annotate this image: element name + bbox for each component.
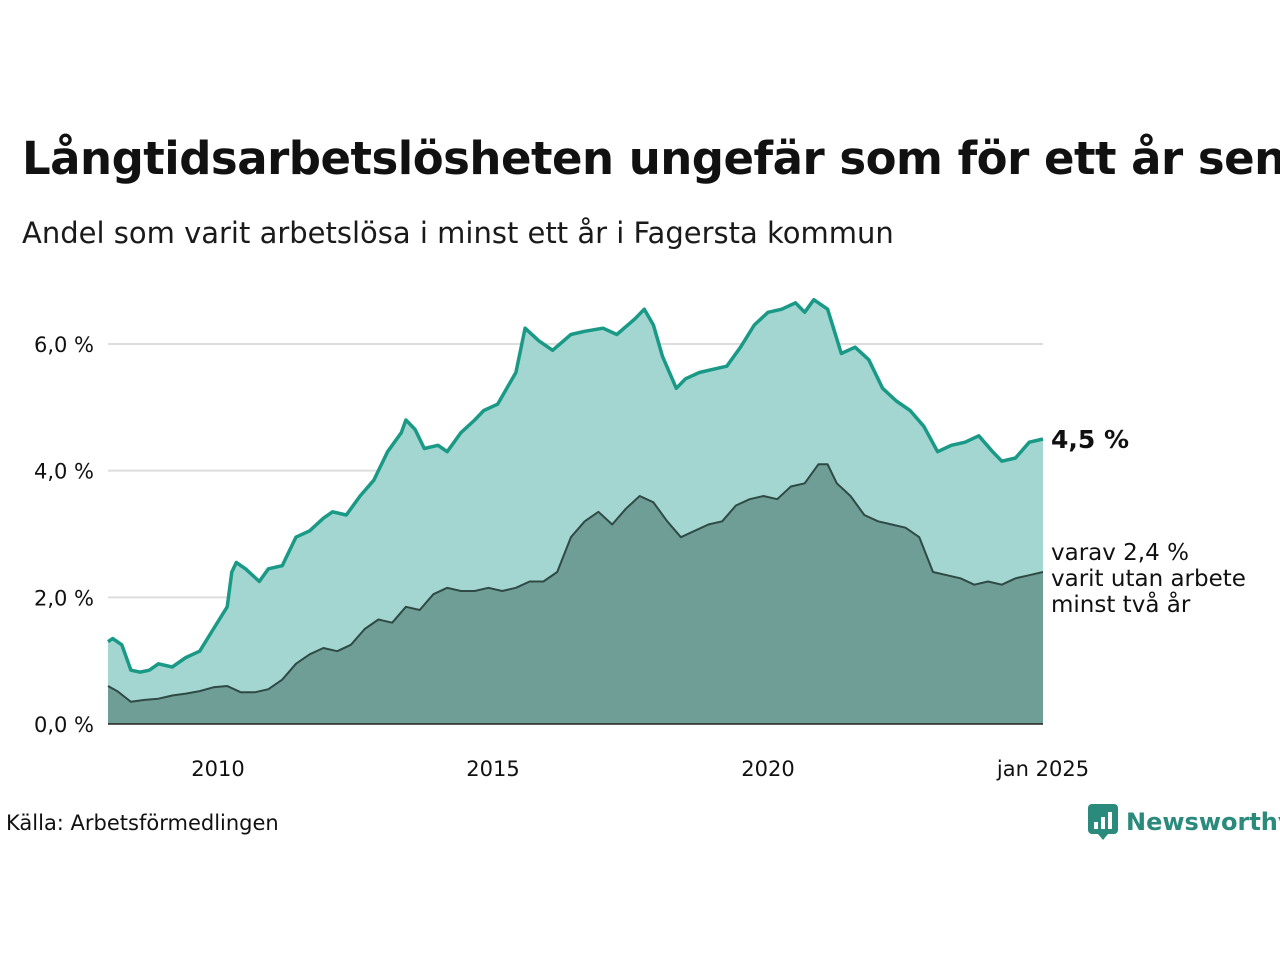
brand[interactable]: Newsworthy: [1088, 804, 1280, 840]
series-area: [108, 464, 1043, 724]
brand-name: Newsworthy: [1126, 808, 1280, 836]
y-tick-label: 4,0 %: [34, 460, 94, 484]
end-label-total: 4,5 %: [1051, 425, 1129, 454]
y-axis-ticks: 0,0 % 2,0 % 4,0 % 6,0 %: [34, 333, 94, 737]
end-label-two-year: minst två år: [1051, 590, 1191, 618]
y-tick-label: 6,0 %: [34, 333, 94, 357]
source-note: Källa: Arbetsförmedlingen: [6, 811, 279, 835]
chart-areas: [108, 299, 1043, 724]
y-tick-label: 2,0 %: [34, 586, 94, 610]
chart-title: Långtidsarbetslösheten ungefär som för e…: [22, 132, 1280, 185]
newsworthy-logo-icon: [1088, 804, 1118, 840]
y-tick-label: 0,0 %: [34, 713, 94, 737]
series-line: [107, 463, 1044, 703]
chart-lines: [107, 297, 1044, 725]
series-line: [107, 297, 1044, 674]
x-axis-ticks: 2010 2015 2020 jan 2025: [191, 757, 1089, 781]
end-label-two-year: varit utan arbete: [1051, 566, 1246, 592]
x-tick-label: 2015: [466, 757, 519, 781]
chart-subtitle: Andel som varit arbetslösa i minst ett å…: [22, 216, 894, 250]
end-label-two-year: varav 2,4 %: [1051, 540, 1189, 566]
x-tick-label: 2010: [191, 757, 244, 781]
x-tick-label: 2020: [741, 757, 794, 781]
x-tick-label: jan 2025: [996, 757, 1089, 781]
